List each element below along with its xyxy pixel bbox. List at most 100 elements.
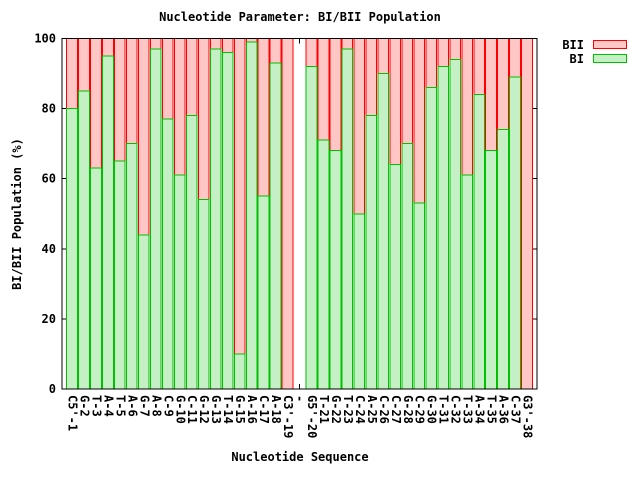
bar-segment-bi [185, 115, 198, 390]
bar-segment-bi [365, 115, 378, 390]
x-tick-label: T-31 [437, 395, 451, 424]
x-tick-label: G-30 [425, 395, 439, 424]
x-tick-label: C-27 [389, 395, 403, 424]
bar-segment-bi [245, 41, 258, 390]
bar-segment-bii [90, 38, 102, 169]
bar-segment-bi [497, 129, 509, 390]
bar-segment-bii [221, 38, 234, 54]
y-tick-label: 80 [42, 102, 56, 116]
x-tick-label: G-2 [77, 395, 91, 417]
bar-segment-bii [66, 38, 78, 110]
x-tick-label: G-28 [401, 395, 415, 424]
y-tick-label: 0 [49, 382, 56, 396]
x-tick-label: C-17 [257, 395, 271, 424]
bar-segment-bi [341, 48, 354, 390]
bar-segment-bii [389, 38, 402, 166]
legend-label-bii: BII [562, 38, 584, 52]
bar-segment-bi [66, 108, 78, 390]
bar-segment-bii [401, 38, 414, 145]
bar-segment-bi [233, 353, 246, 390]
bar-segment-bi [437, 66, 450, 390]
bar-segment-bi [485, 150, 497, 390]
x-tick-label: - [293, 395, 307, 402]
x-tick-label: C3'-19 [281, 395, 295, 438]
bar-segment-bi [257, 195, 270, 390]
y-tick-label: 20 [42, 312, 56, 326]
x-tick-label: A-36 [497, 395, 511, 424]
bar-segment-bii [257, 38, 270, 197]
bar-segment-bii [509, 38, 521, 78]
bar-segment-bii [329, 38, 342, 152]
bar-segment-bii [126, 38, 138, 145]
x-tick-label: T-5 [113, 395, 127, 417]
bar-segment-bii [281, 38, 294, 390]
bar-segment-bii [209, 38, 222, 50]
bar-segment-bii [245, 38, 258, 43]
bar-segment-bi [126, 143, 138, 390]
bar-segment-bi [161, 118, 174, 390]
bar-segment-bii [114, 38, 126, 162]
bar-segment-bii [305, 38, 318, 68]
bar-segment-bii [173, 38, 186, 176]
bar-segment-bi [377, 73, 390, 390]
legend-swatch-bii [593, 40, 627, 49]
bar-segment-bi [473, 94, 485, 390]
bar-segment-bi [449, 59, 462, 390]
bar-segment-bi [269, 62, 282, 390]
bar-segment-bi [389, 164, 402, 390]
x-tick-label: T-21 [317, 395, 331, 424]
x-tick-label: C-32 [449, 395, 463, 424]
x-tick-label: T-23 [341, 395, 355, 424]
x-tick-label: A-8 [149, 395, 163, 417]
x-tick-label: T-33 [461, 395, 475, 424]
x-tick-label: T-14 [221, 395, 235, 424]
x-tick-label: G-13 [209, 395, 223, 424]
y-tick-label: 100 [34, 32, 56, 46]
bar-segment-bii [341, 38, 354, 50]
x-tick-label: G5'-20 [305, 395, 319, 438]
bar-segment-bii [437, 38, 450, 68]
bar-segment-bii [317, 38, 330, 141]
x-tick-label: C-37 [509, 395, 523, 424]
x-tick-label: C-26 [377, 395, 391, 424]
bar-segment-bi [173, 174, 186, 390]
bar-segment-bi [90, 167, 102, 390]
x-tick-label: T-35 [485, 395, 499, 424]
bar-segment-bii [449, 38, 462, 61]
bar-segment-bi [401, 143, 414, 390]
bar-segment-bii [365, 38, 378, 117]
bar-segment-bii [413, 38, 426, 204]
y-tick-label: 60 [42, 172, 56, 186]
bar-segment-bi [102, 55, 114, 390]
bar-segment-bii [161, 38, 174, 120]
bar-segment-bi [221, 52, 234, 390]
x-tick-label: A-34 [473, 395, 487, 424]
bar-segment-bi [425, 87, 438, 390]
x-tick-label: A-4 [101, 395, 115, 417]
bar-segment-bii [353, 38, 366, 215]
bar-segment-bii [461, 38, 473, 176]
bar-segment-bii [137, 38, 150, 236]
bar-segment-bii [269, 38, 282, 64]
bar-segment-bi [149, 48, 162, 390]
chart-title: Nucleotide Parameter: BI/BII Population [159, 10, 441, 24]
bar-segment-bii [521, 38, 533, 390]
bar-segment-bii [377, 38, 390, 75]
plot-border [61, 38, 538, 390]
bar-segment-bi [197, 199, 210, 390]
x-tick-label: C-9 [161, 395, 175, 417]
x-tick-label: C-24 [353, 395, 367, 424]
bar-segment-bii [149, 38, 162, 50]
bar-segment-bii [78, 38, 90, 92]
y-tick-label: 40 [42, 242, 56, 256]
bar-segment-bi [317, 139, 330, 390]
x-tick-label: A-25 [365, 395, 379, 424]
x-tick-label: C5'-1 [65, 395, 79, 431]
bar-segment-bii [425, 38, 438, 89]
x-tick-label: G3'-38 [521, 395, 535, 438]
bar-segment-bii [102, 38, 114, 57]
x-tick-label: A-18 [269, 395, 283, 424]
bar-segment-bi [137, 234, 150, 390]
